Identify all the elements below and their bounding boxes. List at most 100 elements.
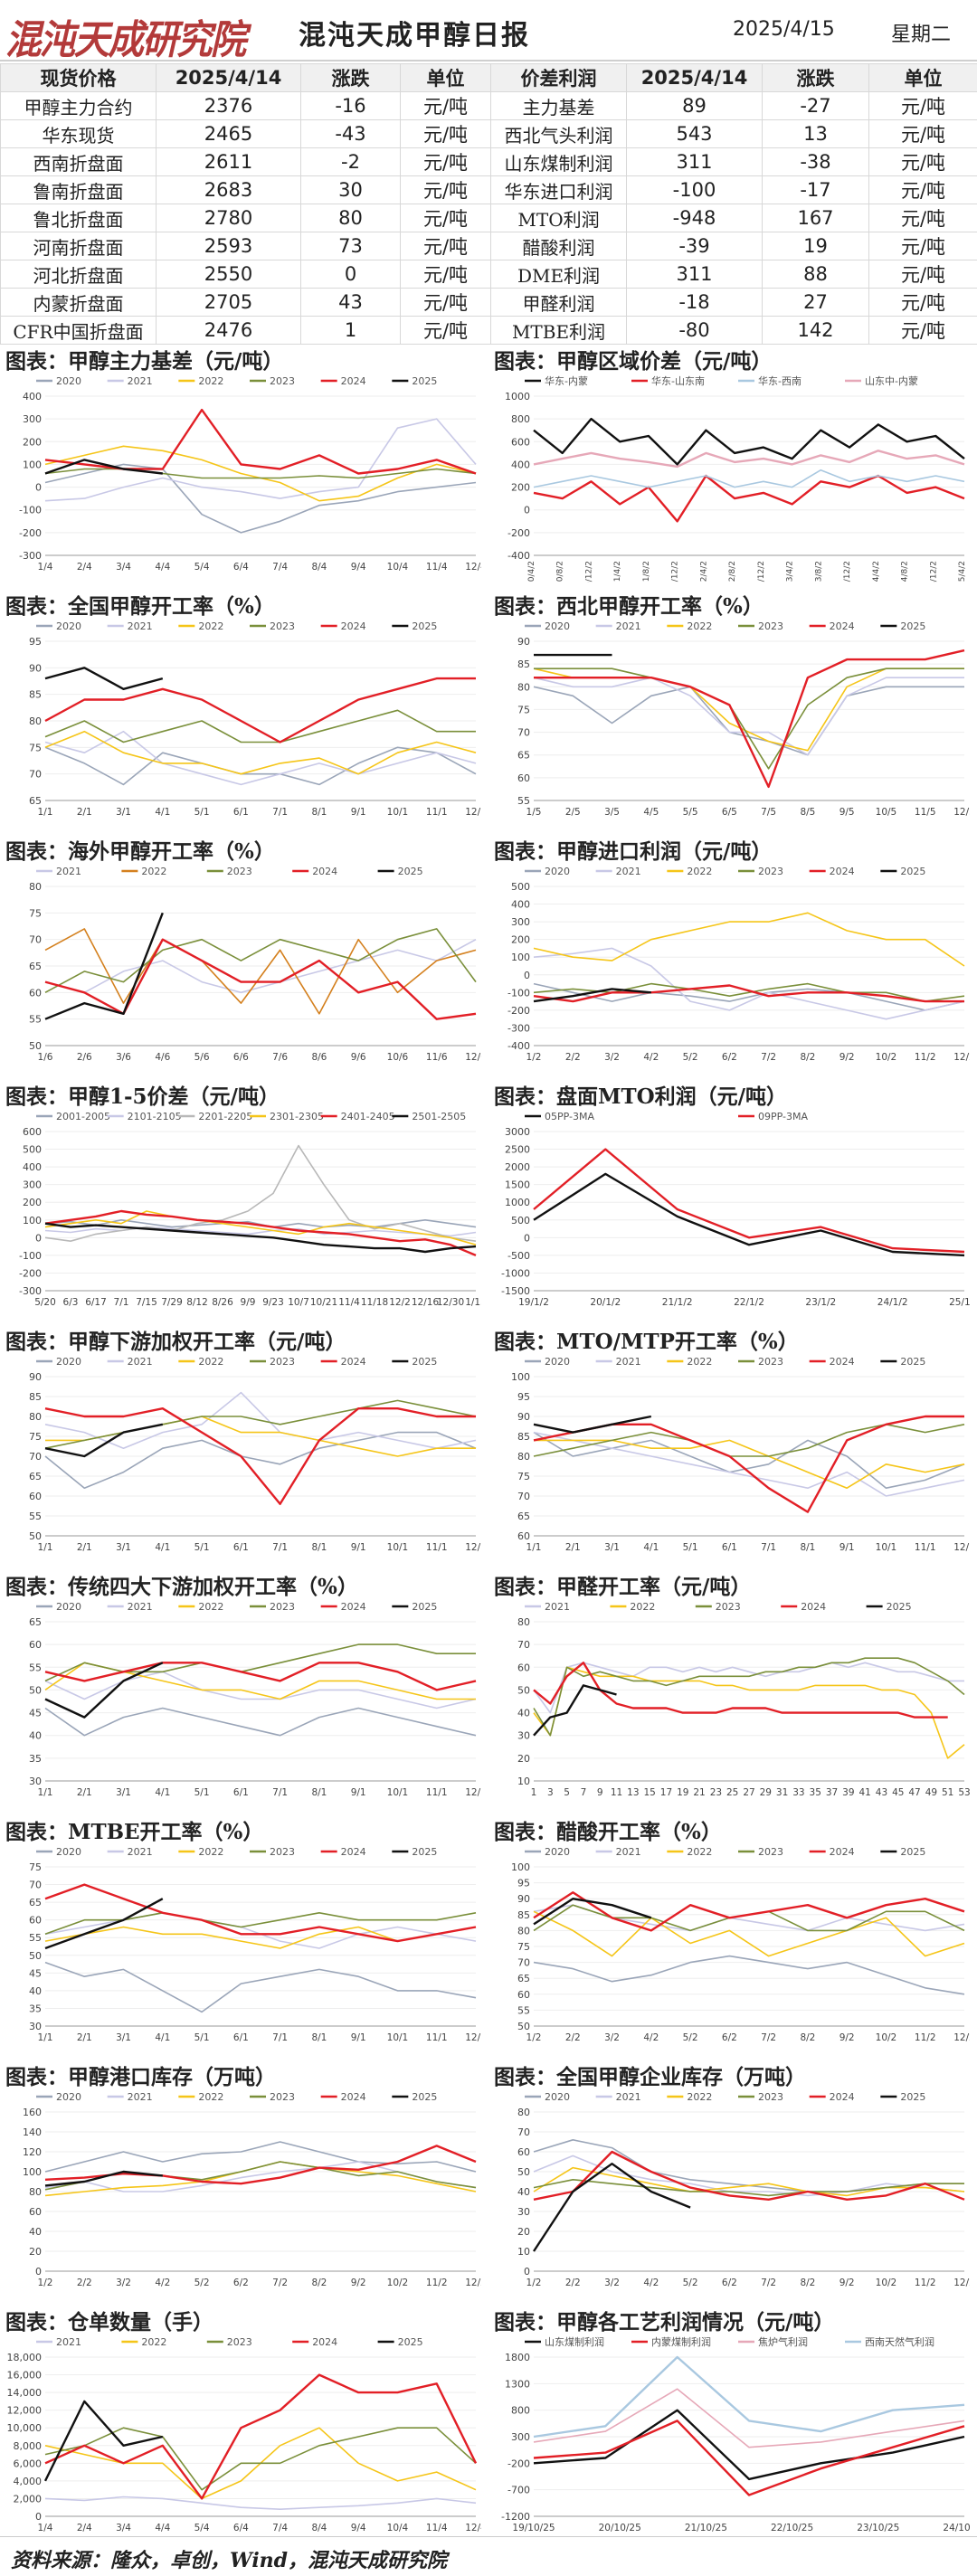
series-line (533, 912, 965, 967)
table-cell: 0 (300, 260, 401, 289)
series-line (533, 450, 965, 469)
legend-label: 2023 (270, 2091, 295, 2103)
x-tick-label: 8/2 (311, 2278, 327, 2288)
series-line (44, 2496, 477, 2510)
x-tick-label: 2/1 (77, 2032, 92, 2043)
chart-panel: 图表：甲醇下游加权开工率（元/吨） 2020 2021 2022 2023 2024 202… (0, 1322, 481, 1564)
logo-text: 混沌天成研究院 (5, 17, 246, 63)
x-tick-label: 6/3 (63, 1297, 79, 1308)
legend-label: 2024 (341, 1356, 366, 1368)
x-tick-label: 9/4 (351, 562, 366, 573)
y-tick-label: 14,000 (7, 2387, 43, 2399)
table-row: 西南折盘面 2611 -2 元/吨 山东煤制利润 311 -38 元/吨 (0, 147, 977, 176)
y-tick-label: 55 (29, 1932, 42, 1944)
x-tick-label: 6/1 (722, 1542, 737, 1553)
table-cell: 2550 (156, 260, 301, 289)
series-line (44, 1912, 477, 1949)
x-tick-label: 5/1 (194, 1542, 210, 1553)
x-tick-label: 2/6 (77, 1052, 92, 1063)
table-header-cell: 2025/4/14 (156, 63, 301, 92)
x-tick-label: 21 (693, 1787, 705, 1798)
x-tick-label: 10/2 (876, 2032, 897, 2043)
series-line (44, 459, 163, 475)
x-tick-label: 4/2 (643, 1052, 659, 1063)
series-line (44, 730, 477, 775)
table-cell: -43 (300, 119, 401, 148)
series-line (44, 938, 477, 994)
y-tick-label: 0 (35, 2511, 42, 2523)
legend-label: 2022 (687, 1356, 712, 1368)
chart-svg: 2020 2021 2022 2023 2024 2025 100 95 90 85 80 75 70 6… (511, 1356, 970, 1553)
x-tick-label: 9/5 (839, 807, 855, 818)
x-tick-label: 10/1 (387, 2032, 409, 2043)
legend-label: 2022 (141, 866, 166, 877)
table-cell: 元/吨 (400, 119, 491, 148)
x-tick-label: 11/1 (426, 2032, 448, 2043)
table-cell: 2376 (156, 91, 301, 120)
y-tick-label: 20 (29, 2246, 42, 2258)
chart-svg: 山东煤制利润 内蒙煤制利润 焦炉气利润 西南天然气利润 1800 1300 800 300 -2… (501, 2335, 970, 2533)
x-tick-label: 13 (627, 1787, 639, 1798)
x-tick-label: 10/6 (387, 1052, 409, 1063)
legend-label: 2020 (56, 2091, 81, 2103)
y-tick-label: 2,000 (14, 2493, 43, 2505)
x-tick-label: 3/1 (116, 1787, 131, 1798)
series-line (44, 2427, 477, 2491)
series-line (533, 1431, 965, 1489)
x-tick-label: 4/4 (155, 562, 170, 573)
x-tick-label: 1/2 (526, 2278, 542, 2288)
y-tick-label: 800 (511, 2405, 530, 2417)
legend-label: 2022 (687, 2091, 712, 2103)
legend-label: 2025 (412, 1356, 437, 1368)
table-cell: 元/吨 (868, 260, 977, 289)
x-tick-label: 24/12/2 (929, 561, 938, 582)
series-line (44, 1912, 477, 1936)
y-tick-label: 90 (517, 1893, 530, 1905)
x-tick-label: 8/26 (212, 1297, 233, 1308)
table-row: 鲁南折盘面 2683 30 元/吨 华东进口利润 -100 -17 元/吨 (0, 175, 977, 204)
y-tick-label: 600 (23, 1126, 42, 1138)
table-header-cell: 涨跌 (300, 63, 401, 92)
series-line (44, 746, 477, 786)
series-line (533, 2420, 965, 2496)
x-tick-label: 6/1 (233, 807, 249, 818)
x-tick-label: 5 (564, 1787, 570, 1798)
series-line (533, 469, 965, 488)
x-tick-label: 1/2 (38, 2278, 53, 2288)
legend-label: 2023 (227, 866, 252, 877)
y-tick-label: 65 (517, 1511, 530, 1522)
y-tick-label: 95 (517, 1878, 530, 1889)
series-line (534, 649, 965, 789)
x-tick-label: 6/1 (233, 1542, 249, 1553)
x-tick-label: 11/2 (915, 2032, 936, 2043)
y-tick-label: 55 (517, 795, 530, 807)
x-tick-label: 3/2 (604, 2278, 620, 2288)
report-date: 2025/4/15 (733, 18, 835, 41)
y-tick-label: 600 (511, 436, 530, 448)
y-tick-label: 85 (517, 1909, 530, 1921)
legend-label: 2022 (198, 375, 223, 387)
x-tick-label: 47 (908, 1787, 920, 1798)
x-tick-label: 3/2 (116, 2278, 131, 2288)
chart-title: 图表：甲醇各工艺利润情况（元/吨） (494, 2310, 835, 2334)
y-tick-label: 10,000 (7, 2422, 43, 2434)
x-tick-label: 7/4 (272, 2523, 288, 2533)
y-tick-label: 1300 (505, 2378, 530, 2390)
series-line (533, 1148, 965, 1254)
y-tick-label: 70 (517, 1957, 530, 1969)
brand-logo: 混沌天成研究院 (5, 5, 246, 63)
series-line (533, 1662, 948, 1719)
x-tick-label: 41 (858, 1787, 870, 1798)
table-cell: -38 (762, 147, 869, 176)
chart-title: 图表：MTO/MTP开工率（%） (494, 1330, 799, 1354)
y-tick-label: 160 (23, 2107, 42, 2118)
y-tick-label: 100 (511, 1861, 530, 1873)
x-tick-label: 12/1 (465, 807, 481, 818)
x-tick-label: 12/1 (465, 1787, 481, 1798)
x-tick-label: 15 (643, 1787, 655, 1798)
y-tick-label: 65 (29, 961, 42, 972)
legend-label: 2020 (545, 866, 570, 877)
table-cell: 2593 (156, 232, 301, 260)
series-line (44, 1209, 477, 1257)
y-tick-label: 50 (517, 2021, 530, 2032)
